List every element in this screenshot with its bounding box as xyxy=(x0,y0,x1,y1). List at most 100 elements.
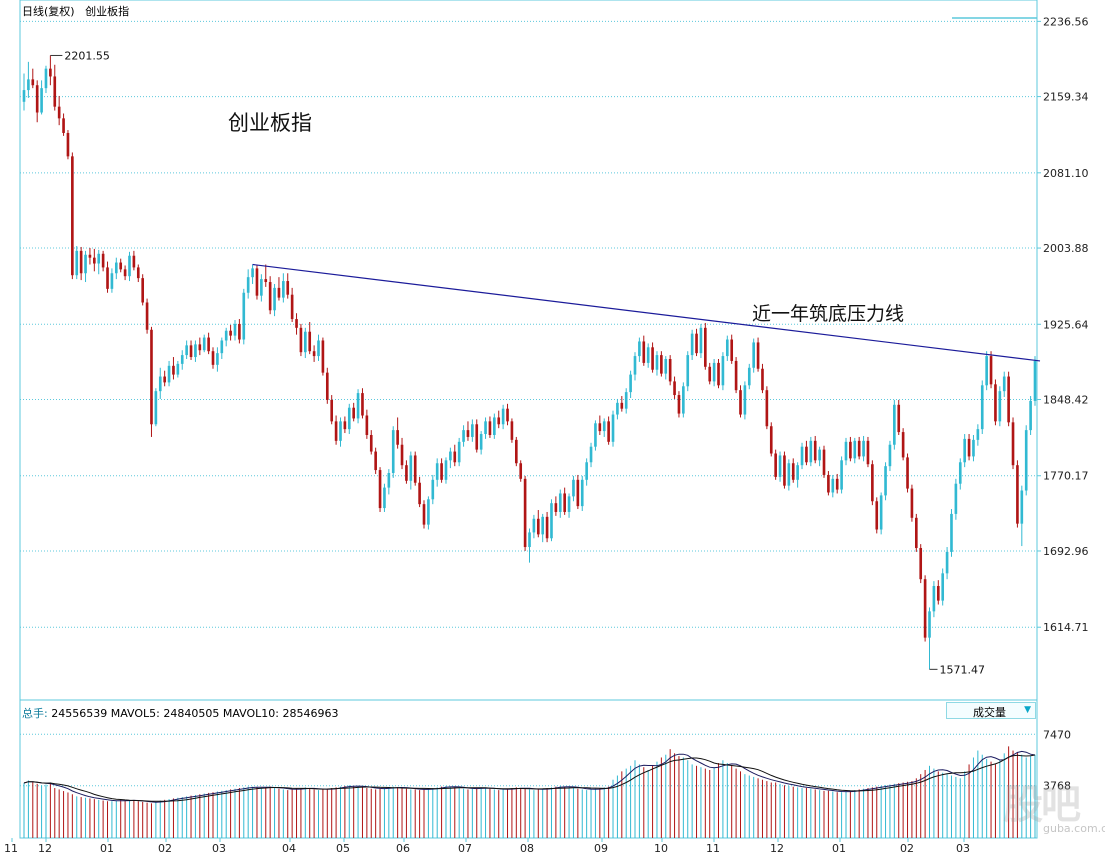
candle-body xyxy=(475,424,479,450)
candle-body xyxy=(150,329,153,425)
candle-body xyxy=(747,367,751,386)
annotation-low: 1571.47 xyxy=(940,663,986,676)
trendline-layer xyxy=(252,263,1041,362)
candle-body xyxy=(712,362,716,382)
volume-tick-label: 3768 xyxy=(1043,780,1071,793)
candle-body xyxy=(875,501,879,530)
candle-body xyxy=(594,423,597,447)
candle-body xyxy=(405,465,408,481)
candle-body xyxy=(607,421,610,442)
candle-body xyxy=(27,79,30,91)
candle-body xyxy=(172,365,175,375)
date-tick-label: 09 xyxy=(594,842,608,855)
candle-body xyxy=(246,277,250,293)
candle-body xyxy=(62,118,65,133)
candle-body xyxy=(220,340,224,354)
candle-body xyxy=(787,463,791,486)
candle-body xyxy=(106,267,109,289)
candle-body xyxy=(242,292,246,340)
candle-body xyxy=(453,451,457,463)
mavol5-label: MAVOL5: xyxy=(110,707,160,720)
candle-body xyxy=(141,278,145,303)
candle-body xyxy=(378,470,382,509)
candle-body xyxy=(277,287,281,298)
candle-body xyxy=(580,479,584,507)
candle-body xyxy=(334,421,338,441)
candle-body xyxy=(835,478,839,490)
date-tick-label: 12 xyxy=(38,842,52,855)
price-tick-label: 1848.42 xyxy=(1043,394,1089,407)
candle-body xyxy=(158,376,162,392)
candle-body xyxy=(339,421,342,441)
candle-body xyxy=(1002,376,1006,392)
candle-body xyxy=(791,463,795,480)
candle-body xyxy=(440,463,443,480)
candle-body xyxy=(290,294,294,320)
date-tick-label: 02 xyxy=(900,842,914,855)
candle-body xyxy=(752,342,755,368)
candle-body xyxy=(879,495,883,530)
candle-body xyxy=(49,68,52,77)
candle-body xyxy=(576,479,580,507)
candle-body xyxy=(431,479,435,500)
date-axis: 11 12 01 02 03 04 05 06 07 08 09 10 11 12 01 02 03 xyxy=(4,838,970,855)
candle-body xyxy=(844,441,848,461)
candle-body xyxy=(910,488,914,518)
candle-body xyxy=(616,402,619,415)
candle-body xyxy=(998,391,1002,422)
price-axis: 2236.56 2159.34 2081.10 2003.88 1925.64 1848.… xyxy=(1037,15,1089,634)
candle-body xyxy=(769,426,773,454)
candle-body xyxy=(708,366,712,382)
candle-body xyxy=(53,76,57,107)
candle-body xyxy=(396,430,399,445)
candle-body xyxy=(884,466,887,496)
candle-body xyxy=(967,438,971,457)
candle-body xyxy=(400,444,404,466)
candle-body xyxy=(88,254,92,258)
volume-tick-label: 7470 xyxy=(1043,728,1071,741)
candle-body xyxy=(132,255,136,268)
candle-body xyxy=(422,504,426,525)
dropdown-arrow-icon[interactable]: ▼ xyxy=(1024,705,1031,715)
candle-body xyxy=(528,532,531,548)
candle-body xyxy=(75,250,79,276)
candle-body xyxy=(365,415,369,435)
candle-body xyxy=(224,330,228,341)
candle-body xyxy=(391,430,395,473)
candle-body xyxy=(853,440,857,459)
chart-header: 日线(复权) 创业板指 xyxy=(22,3,129,19)
candle-body xyxy=(207,337,210,352)
candle-body xyxy=(682,386,685,414)
candle-body xyxy=(176,363,180,375)
candle-body xyxy=(238,323,241,340)
candle-body xyxy=(585,462,588,480)
date-tick-label: 11 xyxy=(4,842,18,855)
candle-body xyxy=(435,463,439,480)
date-tick-label: 02 xyxy=(158,842,172,855)
candle-body xyxy=(704,327,707,367)
candle-body xyxy=(84,254,87,274)
candle-body xyxy=(167,365,171,383)
candle-body xyxy=(387,472,391,488)
candle-body xyxy=(638,341,641,357)
price-tick-label: 2236.56 xyxy=(1043,15,1089,28)
candle-body xyxy=(831,478,835,493)
candle-body xyxy=(523,478,527,548)
candle-body xyxy=(282,281,285,298)
price-panel-border xyxy=(19,0,1038,701)
indicator-select[interactable]: 成交量 ▼ xyxy=(946,702,1036,719)
mavol10-label: MAVOL10: xyxy=(222,707,279,720)
candle-body xyxy=(66,132,70,157)
candle-body xyxy=(31,79,35,86)
candle-body xyxy=(989,356,993,385)
candle-body xyxy=(251,268,254,278)
candle-body xyxy=(545,516,549,539)
candle-body xyxy=(664,359,668,374)
candle-body xyxy=(180,355,184,364)
candle-body xyxy=(624,392,628,409)
candle-body xyxy=(123,269,127,277)
mavol10-value: 28546963 xyxy=(282,707,339,720)
candle-body xyxy=(642,341,646,363)
candle-body xyxy=(761,368,764,391)
candle-body xyxy=(101,253,105,268)
